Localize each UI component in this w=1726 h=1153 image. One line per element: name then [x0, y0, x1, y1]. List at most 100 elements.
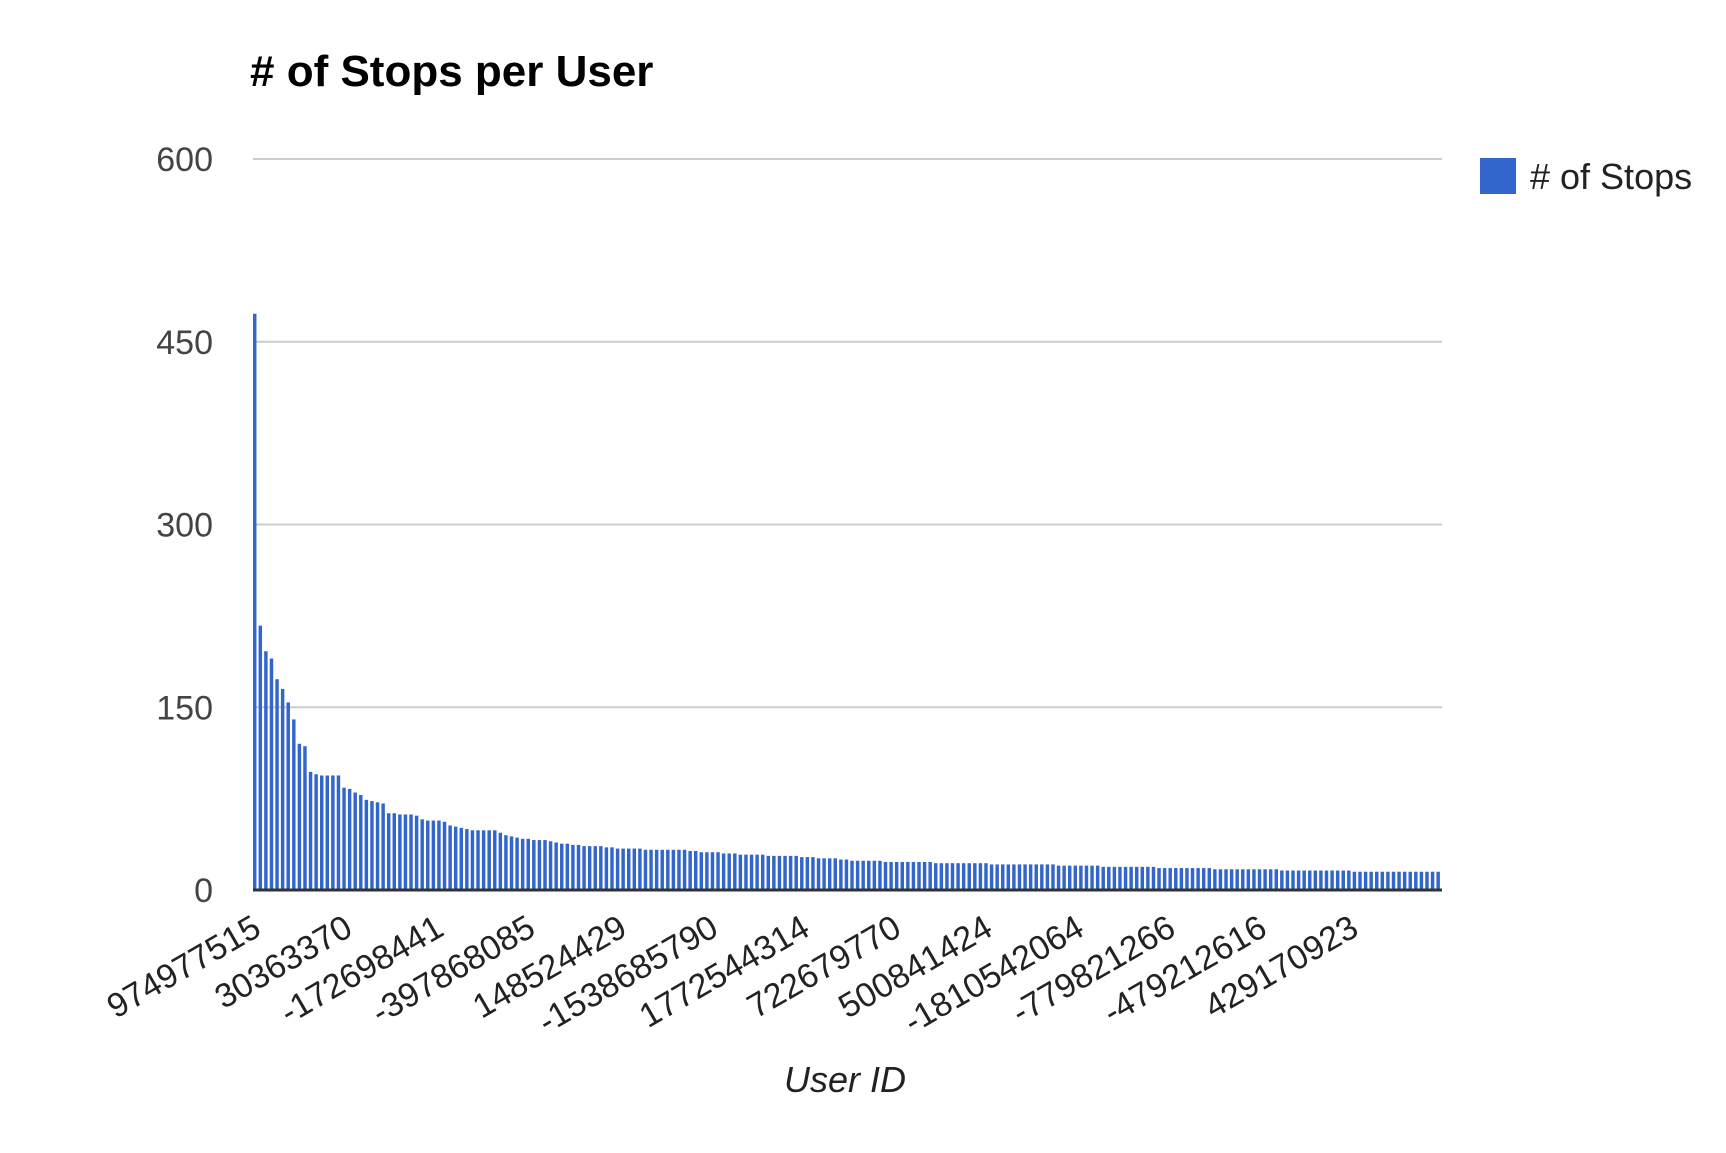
bar — [331, 775, 335, 890]
bar — [297, 743, 302, 890]
bar — [1246, 869, 1251, 890]
bar — [554, 842, 558, 890]
bar — [1218, 869, 1223, 890]
bar — [381, 803, 385, 890]
bar — [1028, 864, 1033, 890]
bar — [347, 788, 352, 890]
bar — [1073, 865, 1078, 890]
bar — [738, 854, 743, 890]
bar — [850, 860, 854, 890]
bar — [827, 858, 832, 890]
bar — [1363, 871, 1368, 890]
bar — [314, 774, 318, 890]
bar — [721, 853, 726, 890]
x-axis-label: User ID — [784, 1059, 906, 1100]
bar — [788, 855, 793, 890]
bar — [437, 820, 441, 890]
bar — [755, 854, 759, 890]
bar — [576, 844, 581, 890]
bar — [1179, 868, 1184, 890]
bar — [1391, 871, 1396, 890]
bar — [989, 864, 994, 890]
bar — [867, 860, 871, 890]
bar — [1280, 870, 1284, 890]
bar — [1084, 865, 1089, 890]
bar — [1051, 864, 1055, 890]
bar — [995, 864, 999, 890]
bar — [1162, 868, 1167, 890]
bar — [1430, 871, 1435, 890]
bar — [794, 855, 798, 890]
bar — [1079, 865, 1083, 890]
bar — [861, 860, 865, 890]
bar — [961, 863, 966, 890]
bar — [582, 846, 586, 890]
bar — [515, 837, 519, 890]
bar — [398, 814, 402, 890]
gridlines — [253, 158, 1442, 709]
bar — [627, 848, 631, 890]
bar — [1302, 870, 1306, 890]
bar — [710, 852, 715, 890]
bar — [498, 832, 503, 890]
bar — [414, 815, 419, 890]
bar — [1101, 866, 1105, 890]
y-tick-label: 300 — [156, 507, 213, 545]
bar — [1207, 868, 1212, 890]
bar — [1185, 868, 1189, 890]
bar — [386, 813, 391, 890]
bar — [682, 849, 687, 890]
bar — [571, 844, 575, 890]
bar — [805, 857, 810, 890]
bar — [1062, 865, 1066, 890]
bar — [1369, 871, 1373, 890]
bar — [286, 702, 290, 890]
bar — [1001, 864, 1005, 890]
bar — [353, 792, 357, 890]
bar — [1146, 866, 1150, 890]
bar — [1375, 871, 1379, 890]
bar — [587, 846, 592, 890]
bar — [442, 821, 447, 890]
bar — [459, 827, 463, 890]
bar — [342, 787, 346, 890]
bar — [705, 852, 709, 890]
bar — [565, 843, 570, 890]
bar — [766, 855, 771, 890]
bar — [800, 857, 804, 890]
bar — [1257, 869, 1262, 890]
bar — [325, 775, 330, 890]
bar — [939, 863, 944, 890]
bar — [889, 861, 893, 890]
legend-swatch — [1480, 158, 1516, 194]
bar — [481, 830, 486, 890]
bar — [872, 860, 877, 890]
bar — [811, 857, 815, 890]
bar — [1341, 870, 1345, 890]
bar — [493, 830, 497, 890]
bar — [403, 814, 408, 890]
bar — [1386, 871, 1390, 890]
bar — [465, 829, 469, 890]
bar — [1358, 871, 1362, 890]
y-tick-label: 600 — [156, 141, 213, 179]
bar — [911, 861, 916, 890]
bar — [520, 838, 525, 890]
bar — [615, 848, 620, 890]
bar — [777, 855, 782, 890]
bar — [917, 861, 921, 890]
bar — [476, 830, 480, 890]
bar — [359, 794, 363, 890]
bar — [727, 853, 731, 890]
bar — [733, 853, 737, 890]
bar — [1319, 870, 1323, 890]
bar — [470, 830, 475, 890]
y-tick-label: 0 — [194, 872, 213, 910]
bar — [431, 820, 436, 890]
bar — [950, 863, 955, 890]
bar — [632, 848, 637, 890]
x-axis-ticks: 97497751530363370-172698441-397868085148… — [101, 908, 1365, 1041]
bar — [253, 313, 257, 891]
bar — [1090, 865, 1094, 890]
bar — [1397, 871, 1401, 890]
